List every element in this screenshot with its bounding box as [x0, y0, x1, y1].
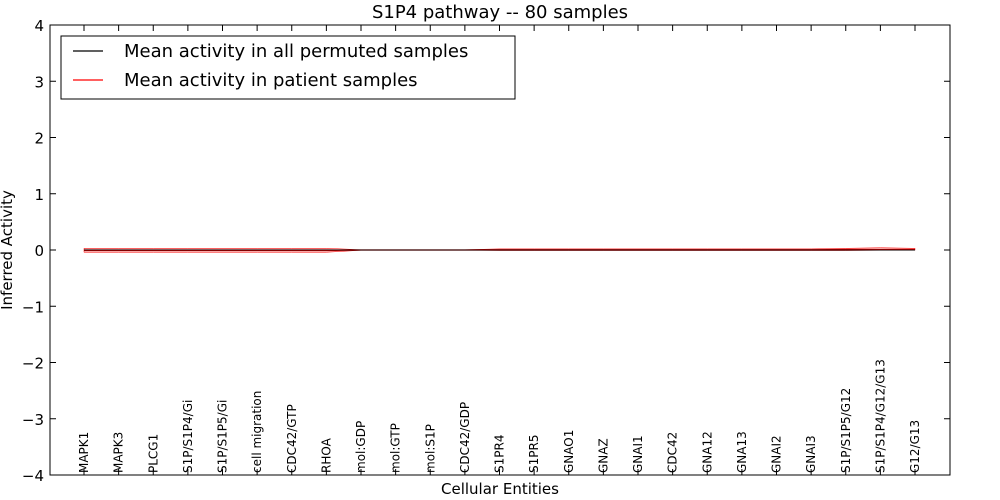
- x-tick-label: CDC42/GDP: [458, 402, 472, 473]
- x-tick-label: G12/G13: [908, 420, 922, 473]
- x-tick-label: mol:GDP: [354, 421, 368, 473]
- y-tick-label: 1: [34, 186, 44, 204]
- x-tick-label: CDC42: [666, 432, 680, 473]
- y-tick-label: 4: [34, 17, 44, 35]
- chart-title: S1P4 pathway -- 80 samples: [372, 2, 628, 23]
- x-tick-label: GNAI3: [804, 435, 818, 473]
- x-tick-label: GNAO1: [562, 430, 576, 473]
- x-tick-label: mol:S1P: [423, 424, 437, 473]
- y-tick-label: −1: [22, 298, 44, 316]
- y-tick-label: −2: [22, 355, 44, 373]
- x-tick-label: S1P/S1P5/G12: [839, 388, 853, 473]
- x-tick-label: S1P/S1P4/G12/G13: [873, 359, 887, 473]
- x-tick-label: mol:GTP: [389, 423, 403, 473]
- legend-label-patient: Mean activity in patient samples: [124, 70, 418, 91]
- x-tick-label: CDC42/GTP: [285, 404, 299, 473]
- y-axis-label: Inferred Activity: [0, 190, 16, 310]
- x-tick-label: GNAZ: [596, 438, 610, 473]
- x-tick-label: S1PR5: [527, 435, 541, 473]
- x-tick-label: PLCG1: [146, 434, 160, 473]
- y-tick-label: −4: [22, 467, 44, 485]
- x-tick-label: GNAI1: [631, 435, 645, 473]
- x-axis-label: Cellular Entities: [441, 480, 559, 498]
- x-tick-label: MAPK1: [77, 432, 91, 473]
- x-tick-label: S1P/S1P4/Gi: [181, 400, 195, 473]
- x-tick-label: GNA13: [735, 431, 749, 473]
- y-tick-label: 0: [34, 242, 44, 260]
- y-tick-label: 3: [34, 73, 44, 91]
- x-tick-label: MAPK3: [112, 432, 126, 473]
- x-tick-label: GNAI2: [770, 435, 784, 473]
- x-axis: MAPK1 MAPK3 PLCG1 S1P/S1P4/Gi S1P/S1P5/Gi cel…: [77, 25, 922, 475]
- legend-box: [60, 35, 516, 100]
- legend-label-permuted: Mean activity in all permuted samples: [124, 41, 468, 62]
- y-axis: −4 −3 −2 −1 0 1 2 3 4: [22, 17, 950, 485]
- x-tick-label: cell migration: [250, 391, 264, 473]
- x-tick-label: S1P/S1P5/Gi: [216, 400, 230, 473]
- y-tick-label: −3: [22, 411, 44, 429]
- x-tick-label: GNA12: [700, 431, 714, 473]
- x-tick-label: S1PR4: [493, 435, 507, 473]
- plot-area: [83, 247, 916, 253]
- y-tick-label: 2: [34, 130, 44, 148]
- legend: Mean activity in all permuted samples Me…: [60, 35, 516, 100]
- x-tick-label: RHOA: [319, 437, 333, 473]
